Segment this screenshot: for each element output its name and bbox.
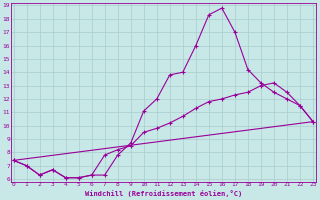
X-axis label: Windchill (Refroidissement éolien,°C): Windchill (Refroidissement éolien,°C) [85, 190, 242, 197]
